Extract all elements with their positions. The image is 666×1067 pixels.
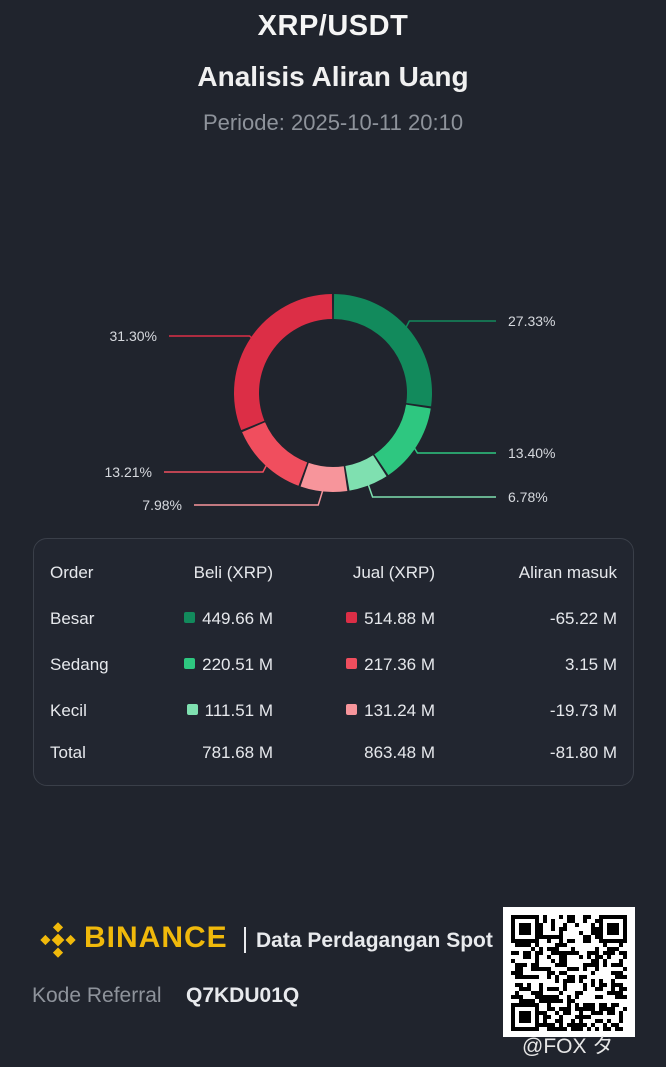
donut-slice: [374, 404, 431, 476]
donut-slice: [333, 294, 433, 407]
sell-swatch: [346, 612, 358, 623]
sell-swatch: [346, 704, 358, 715]
col-header-sell: Jual (XRP): [352, 563, 435, 582]
col-header-inflow: Aliran masuk: [518, 563, 617, 582]
money-flow-donut-chart: 27.33% 13.40% 6.78% 7.98% 13.21% 31.30%: [105, 294, 555, 513]
referral-label: Kode Referral: [32, 984, 162, 1007]
donut-slice: [345, 455, 387, 491]
buy-value-kecil: 111.51 M: [186, 701, 273, 721]
referral-code: Q7KDU01Q: [186, 984, 300, 1007]
period-label: Periode: 2025-10-11 20:10: [202, 110, 464, 135]
table-row: Sedang 220.51 M 217.36 M 3.15 M: [34, 655, 635, 685]
buy-value-total: 781.68 M: [202, 743, 273, 762]
buy-value-sedang: 220.51 M: [184, 655, 273, 675]
buy-value-besar: 449.66 M: [184, 609, 273, 629]
buy-swatch: [186, 704, 198, 715]
watermark: @FOX タ: [522, 1035, 614, 1058]
table-header-row: Order Beli (XRP) Jual (XRP) Aliran masuk: [34, 563, 635, 593]
buy-swatch: [184, 658, 196, 669]
page-subtitle: Analisis Aliran Uang: [197, 61, 469, 92]
donut-leader-line: [194, 485, 325, 506]
donut-slice: [233, 294, 333, 431]
binance-wordmark: BINANCE: [84, 921, 228, 954]
sell-value-total: 863.48 M: [364, 743, 435, 762]
donut-leader-line: [164, 460, 270, 473]
donut-leader-line: [169, 335, 257, 343]
footer-divider: [244, 927, 246, 953]
donut-slice: [300, 462, 348, 492]
net-value-total: -81.80 M: [549, 743, 617, 762]
donut-leader-line: [410, 442, 496, 454]
donut-leader-line: [365, 479, 496, 498]
table-row: Besar 449.66 M 514.88 M -65.22 M: [34, 609, 635, 639]
donut-percent-label: 7.98%: [142, 497, 182, 513]
row-label-total: Total: [50, 743, 86, 762]
sell-swatch: [346, 658, 358, 669]
sell-value-besar: 514.88 M: [346, 609, 435, 629]
net-value-sedang: 3.15 M: [565, 655, 617, 674]
row-label-kecil: Kecil: [50, 701, 87, 720]
row-label-besar: Besar: [50, 609, 95, 628]
pair-title: XRP/USDT: [257, 10, 409, 42]
buy-swatch: [184, 612, 196, 623]
flow-table: Order Beli (XRP) Jual (XRP) Aliran masuk…: [33, 538, 634, 786]
donut-slice: [242, 422, 308, 486]
col-header-order: Order: [50, 563, 94, 582]
binance-logo-icon: [40, 922, 76, 958]
donut-percent-label: 13.40%: [508, 445, 555, 461]
donut-percent-label: 13.21%: [105, 464, 152, 480]
table-total-row: Total 781.68 M 863.48 M -81.80 M: [34, 743, 635, 773]
donut-percent-label: 27.33%: [508, 313, 555, 329]
net-value-kecil: -19.73 M: [549, 701, 617, 720]
sell-value-kecil: 131.24 M: [346, 701, 435, 721]
table-row: Kecil 111.51 M 131.24 M -19.73 M: [34, 701, 635, 731]
col-header-buy: Beli (XRP): [193, 563, 273, 582]
sell-value-sedang: 217.36 M: [346, 655, 435, 675]
net-value-besar: -65.22 M: [549, 609, 617, 628]
row-label-sedang: Sedang: [50, 655, 109, 674]
donut-percent-label: 31.30%: [110, 328, 157, 344]
qr-code: [503, 907, 635, 1037]
donut-leader-line: [402, 320, 496, 333]
donut-percent-label: 6.78%: [508, 489, 548, 505]
footer-tagline: Data Perdagangan Spot: [256, 929, 493, 952]
